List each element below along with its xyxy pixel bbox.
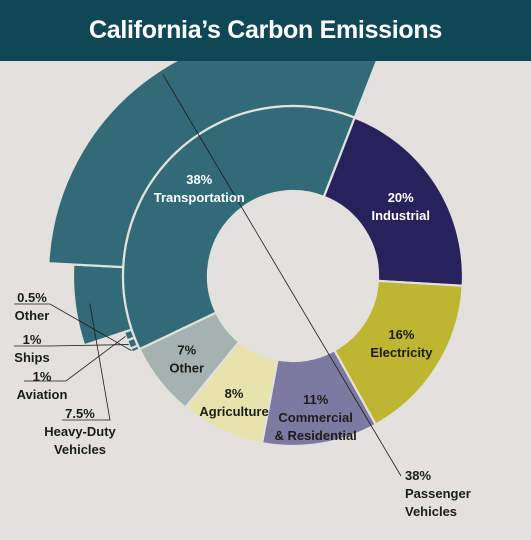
slice-other [138,311,241,410]
leader-line-other [14,303,132,351]
slice-percent-label: 8% [225,386,244,401]
slice-percent-label: 16% [388,327,414,342]
donut-slices [121,104,465,448]
breakdown-name-label: Ships [14,350,49,365]
slice-transportation [121,104,357,351]
slice-name-label: Industrial [371,208,430,223]
breakdown-percent-label: 1% [33,369,52,384]
leader-line-aviation [24,335,126,382]
breakdown-name-label: Vehicles [54,442,106,457]
breakdown-percent-label: 0.5% [17,290,47,305]
breakdown-name-label: Aviation [17,387,68,402]
slice-name-label: Other [169,360,204,375]
leader-line-heavy-duty-vehicles [62,303,111,421]
slice-name-label: Commercial [278,410,352,425]
slice-name-label: & Residential [274,428,356,443]
slice-percent-label: 11% [303,392,329,407]
breakdown-percent-label: 7.5% [65,406,95,421]
slice-percent-label: 7% [177,342,196,357]
breakdown-percent-label: 1% [23,332,42,347]
slice-percent-label: 38% [186,172,212,187]
breakdown-name-label: Other [15,308,50,323]
leader-line-ships [14,344,129,347]
breakdown-name-label: Passenger [405,486,471,501]
slice-name-label: Transportation [154,190,245,205]
slice-percent-label: 20% [388,190,414,205]
leader-line-passenger-vehicles [162,74,402,477]
slice-name-label: Agriculture [199,404,268,419]
chart-title: California’s Carbon Emissions [89,16,442,44]
title-banner: California’s Carbon Emissions [0,0,531,61]
breakdown-name-label: Vehicles [405,504,457,519]
breakdown-percent-label: 38% [405,468,431,483]
breakdown-name-label: Heavy-Duty [44,424,116,439]
slice-industrial [322,116,465,287]
slice-name-label: Electricity [370,345,433,360]
slice-labels: 38% Transportation 20% Industrial 16% Electri… [14,172,470,519]
leader-lines [14,74,402,477]
